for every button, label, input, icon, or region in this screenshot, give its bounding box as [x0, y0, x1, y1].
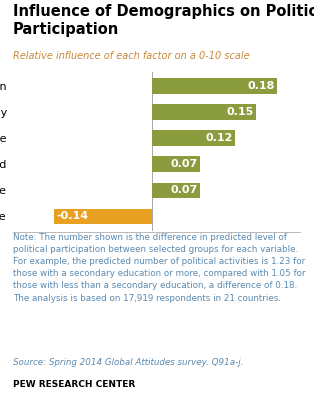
Bar	[54, 209, 152, 224]
Text: 0.18: 0.18	[247, 81, 275, 91]
Text: Note: The number shown is the difference in predicted level of political partici: Note: The number shown is the difference…	[13, 233, 305, 302]
Text: -0.14: -0.14	[57, 211, 89, 221]
Bar	[152, 131, 235, 146]
Text: 0.07: 0.07	[171, 185, 198, 195]
Text: 0.07: 0.07	[171, 159, 198, 169]
Text: 0.15: 0.15	[227, 107, 254, 117]
Bar	[152, 156, 200, 172]
Bar	[152, 78, 277, 94]
Text: Influence of Demographics on Political
Participation: Influence of Demographics on Political P…	[13, 4, 314, 37]
Bar	[152, 104, 256, 120]
Bar	[152, 183, 200, 198]
Text: Relative influence of each factor on a 0-10 scale: Relative influence of each factor on a 0…	[13, 51, 249, 61]
Text: 0.12: 0.12	[206, 133, 233, 143]
Text: Source: Spring 2014 Global Attitudes survey. Q91a-j.: Source: Spring 2014 Global Attitudes sur…	[13, 358, 243, 367]
Text: PEW RESEARCH CENTER: PEW RESEARCH CENTER	[13, 380, 135, 389]
